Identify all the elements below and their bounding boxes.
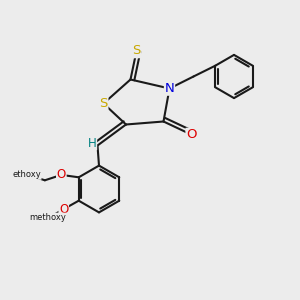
Text: N: N	[165, 82, 174, 95]
Text: methoxy: methoxy	[29, 213, 66, 222]
Text: S: S	[99, 97, 108, 110]
Text: ethoxy: ethoxy	[13, 170, 41, 179]
Text: O: O	[186, 128, 197, 142]
Text: S: S	[132, 44, 141, 58]
Text: H: H	[88, 136, 97, 150]
Text: O: O	[57, 168, 66, 182]
Text: O: O	[59, 202, 68, 216]
